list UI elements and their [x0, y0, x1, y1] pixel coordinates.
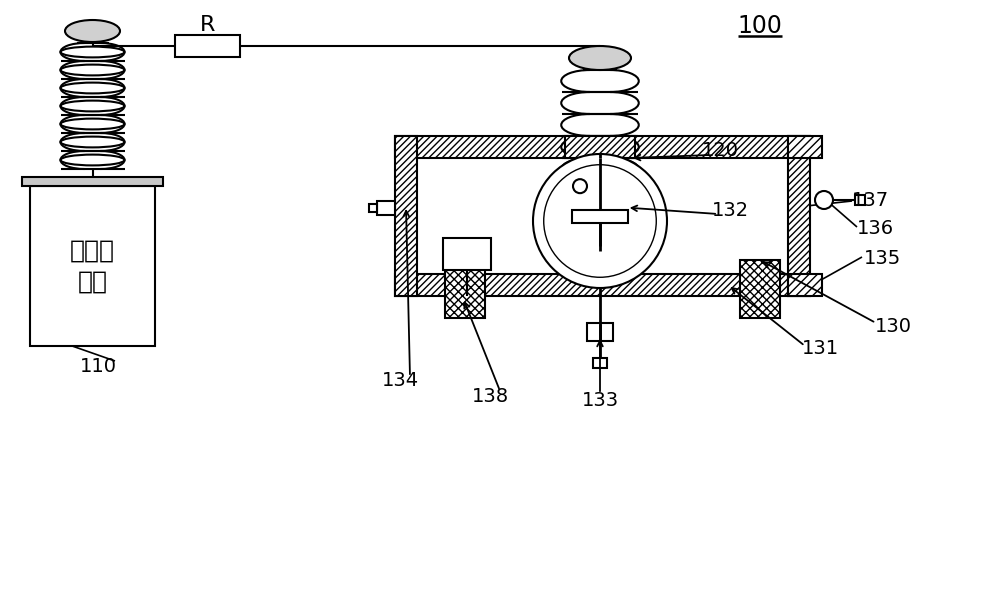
- Text: 134: 134: [381, 371, 419, 391]
- Circle shape: [573, 179, 587, 193]
- Ellipse shape: [60, 118, 124, 129]
- Text: 120: 120: [702, 141, 738, 160]
- Ellipse shape: [60, 82, 124, 93]
- Bar: [369, 204, 377, 212]
- Bar: [788, 136, 822, 158]
- Bar: [565, 136, 635, 158]
- Bar: [788, 136, 810, 296]
- Bar: [175, 35, 240, 57]
- Bar: [445, 260, 485, 318]
- Bar: [788, 274, 822, 296]
- Ellipse shape: [60, 136, 124, 147]
- Bar: [395, 136, 417, 296]
- Text: 110: 110: [80, 356, 116, 376]
- Text: 135: 135: [863, 249, 901, 269]
- Bar: [443, 238, 491, 270]
- Ellipse shape: [60, 100, 124, 111]
- Bar: [593, 358, 607, 368]
- Bar: [30, 186, 155, 346]
- Text: 132: 132: [711, 201, 749, 221]
- Bar: [572, 210, 628, 223]
- Ellipse shape: [60, 64, 124, 75]
- Bar: [740, 260, 780, 318]
- Ellipse shape: [60, 154, 124, 165]
- Text: 137: 137: [851, 192, 889, 210]
- Text: R: R: [200, 15, 215, 35]
- Text: 136: 136: [856, 219, 894, 239]
- Text: 130: 130: [874, 317, 912, 335]
- Bar: [395, 274, 810, 296]
- Bar: [587, 323, 613, 341]
- Text: 100: 100: [738, 14, 782, 38]
- Text: 131: 131: [801, 340, 839, 359]
- Text: 试验变
压器: 试验变 压器: [70, 238, 115, 294]
- Circle shape: [533, 154, 667, 288]
- Text: 138: 138: [471, 386, 509, 406]
- Text: 133: 133: [581, 391, 619, 410]
- Bar: [395, 136, 810, 158]
- Circle shape: [544, 165, 656, 277]
- Bar: [22, 177, 163, 186]
- Ellipse shape: [569, 46, 631, 70]
- Bar: [377, 201, 395, 215]
- Bar: [855, 195, 865, 205]
- Ellipse shape: [60, 47, 124, 58]
- Circle shape: [815, 191, 833, 209]
- Ellipse shape: [65, 20, 120, 42]
